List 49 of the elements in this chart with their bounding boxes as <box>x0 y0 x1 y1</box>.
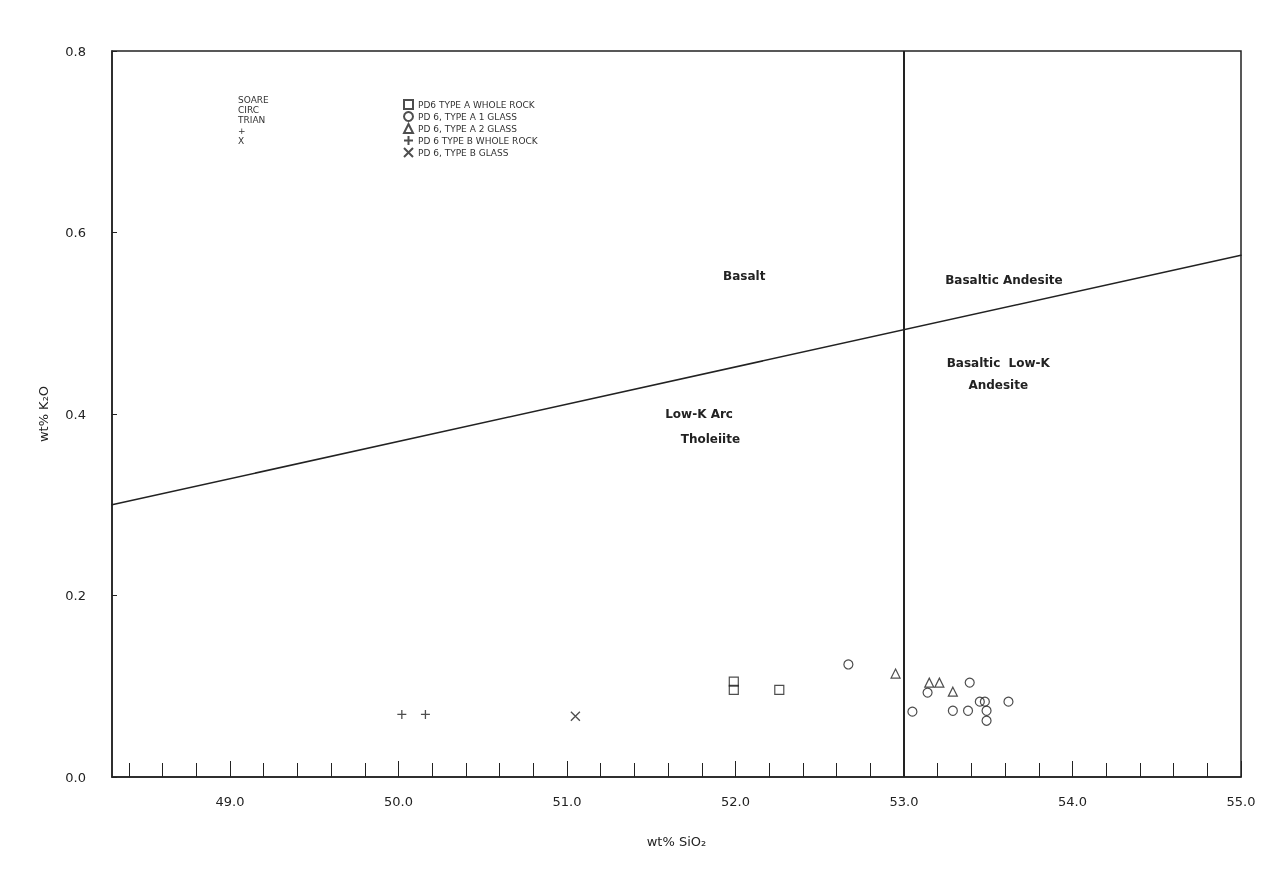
annotation: Basaltic Andesite <box>945 272 1063 287</box>
legend-label: PD 6 TYPE B WHOLE ROCK <box>418 135 539 146</box>
annotation: Basaltic Low-K <box>946 356 1051 371</box>
annotation: Tholeiite <box>680 432 741 447</box>
annotation: SOARE <box>238 94 270 105</box>
point <box>922 687 933 698</box>
point <box>981 705 992 716</box>
point <box>964 677 975 688</box>
annotation: X <box>238 136 245 147</box>
y-tick-label: 0.0 <box>65 769 86 785</box>
legend-label: PD6 TYPE A WHOLE ROCK <box>418 99 536 110</box>
point <box>962 705 974 716</box>
x-tick-label: 50.0 <box>383 794 413 809</box>
y-tick-label: 0.2 <box>65 588 86 603</box>
x-axis-title: wt% SiO₂ <box>646 834 707 849</box>
x-tick-label: 49.0 <box>215 794 245 809</box>
annotation: CIRC <box>238 104 260 115</box>
point <box>843 659 854 670</box>
point <box>570 711 581 722</box>
point <box>907 706 918 717</box>
point <box>947 686 958 697</box>
x-tick-label: 54.0 <box>1058 794 1087 809</box>
point <box>947 705 958 716</box>
y-tick-label: 0.6 <box>65 225 86 240</box>
annotation: TRIAN <box>237 115 266 126</box>
annotation: Basalt <box>723 269 766 284</box>
x-tick-label: 52.0 <box>721 794 750 809</box>
point <box>728 684 739 695</box>
legend-label: PD 6, TYPE A 1 GLASS <box>418 111 518 122</box>
point <box>924 677 935 688</box>
point <box>974 696 985 707</box>
annotation: + <box>238 125 246 136</box>
annotation: Andesite <box>968 377 1029 392</box>
y-axis-title: wt% K₂O <box>36 385 51 443</box>
y-tick-label: 0.4 <box>65 406 86 422</box>
annotation: Low-K Arc <box>665 407 733 421</box>
point <box>1003 696 1014 707</box>
x-tick-label: 53.0 <box>889 794 919 809</box>
point <box>890 668 901 679</box>
y-tick-label: 0.8 <box>65 43 86 59</box>
legend-label: PD 6, TYPE A 2 GLASS <box>418 123 518 134</box>
point <box>774 684 785 695</box>
x-tick-label: 51.0 <box>552 794 582 809</box>
x-tick-label: 55.0 <box>1226 794 1256 809</box>
legend-label: PD 6, TYPE B GLASS <box>418 147 509 158</box>
point <box>728 676 739 687</box>
point <box>981 715 992 726</box>
point <box>979 696 990 707</box>
point <box>934 677 945 688</box>
